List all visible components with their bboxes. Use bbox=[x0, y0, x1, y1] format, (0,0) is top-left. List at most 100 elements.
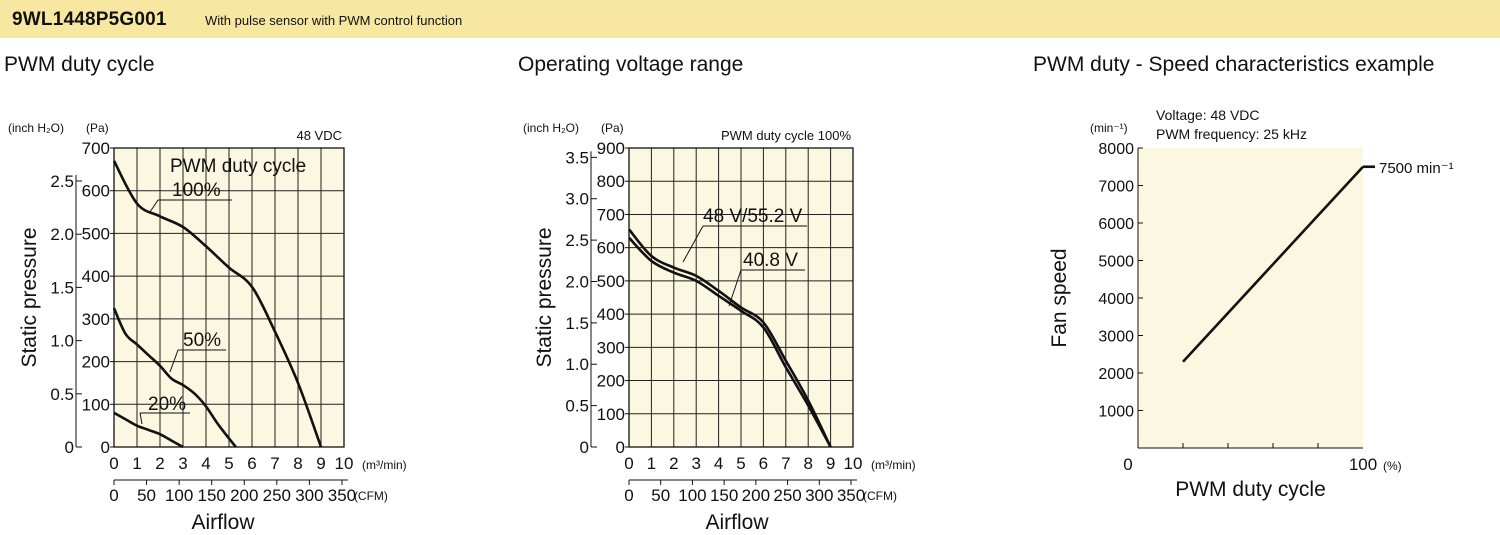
chart3-title: PWM duty - Speed characteristics example bbox=[1033, 53, 1435, 76]
model-number: 9WL1448P5G001 bbox=[12, 9, 167, 30]
chart2-x2-tick-label: 350 bbox=[837, 486, 865, 505]
chart2-x-tick-label: 7 bbox=[781, 454, 790, 473]
chart1-x2-tick-label: 300 bbox=[295, 486, 323, 505]
chart1-y-tick-label: 100 bbox=[82, 395, 110, 414]
chart2-y2-tick-label: 3.5 bbox=[565, 148, 589, 167]
chart1-y2-tick-label: 0 bbox=[65, 438, 74, 457]
chart1-y2-tick-label: 2.0 bbox=[50, 225, 74, 244]
chart2-x-tick-label: 9 bbox=[826, 454, 835, 473]
chart1-leader-line-2 bbox=[169, 349, 179, 373]
chart3-y-tick-label: 4000 bbox=[1098, 291, 1134, 308]
chart1-note: 48 VDC bbox=[296, 128, 342, 143]
chart2-x-axis-label: Airflow bbox=[705, 511, 769, 534]
chart2-x-tick-label: 2 bbox=[669, 454, 678, 473]
chart2-y-tick-label: 400 bbox=[597, 305, 625, 324]
chart2-leader-line-1 bbox=[682, 225, 704, 263]
chart2-x-tick-label: 1 bbox=[647, 454, 656, 473]
chart1-title: PWM duty cycle bbox=[4, 53, 155, 76]
chart2-y-tick-label: 900 bbox=[597, 139, 625, 158]
chart3-y-tick-label: 5000 bbox=[1098, 254, 1134, 271]
chart2-title: Operating voltage range bbox=[518, 53, 744, 76]
chart1-x2-tick-label: 200 bbox=[230, 486, 258, 505]
chart2-x-tick-label: 6 bbox=[759, 454, 768, 473]
chart2-series-line-1 bbox=[627, 228, 832, 448]
chart2-x2-tick-label: 100 bbox=[678, 486, 706, 505]
chart3-y-tick-label: 8000 bbox=[1098, 141, 1134, 158]
chart1-x-tick-label: 3 bbox=[178, 454, 187, 473]
chart1-x-unit: (m³/min) bbox=[362, 458, 407, 472]
chart2-x2-tick-label: 200 bbox=[742, 486, 770, 505]
chart3-pwm-speed: 1000 2000 3000 4000 5000 6000 7000 8000 0 100 (%) (… bbox=[1048, 107, 1454, 501]
chart2-y-axis-label: Static pressure bbox=[533, 227, 556, 367]
chart2-note: PWM duty cycle 100% bbox=[721, 128, 851, 143]
chart2-y-tick-label: 800 bbox=[597, 172, 625, 191]
chart1-x-tick-label: 6 bbox=[247, 454, 256, 473]
chart2-y-tick-label: 600 bbox=[597, 239, 625, 258]
chart1-series-label-2: 50% bbox=[183, 330, 221, 351]
chart1-series-line-1 bbox=[112, 160, 323, 448]
chart1-x-tick-label: 1 bbox=[132, 454, 141, 473]
chart3-y-tick-label: 1000 bbox=[1098, 404, 1134, 421]
chart1-x-tick-label: 4 bbox=[201, 454, 210, 473]
chart1-frame bbox=[113, 147, 345, 448]
chart3-y-axis-label: Fan speed bbox=[1048, 248, 1071, 347]
chart3-y-tick-label: 2000 bbox=[1098, 366, 1134, 383]
chart2-x2-tick-label: 0 bbox=[624, 486, 633, 505]
chart2-series-label-1: 48 V/55.2 V bbox=[703, 206, 803, 227]
chart2-y-tick-label: 700 bbox=[597, 205, 625, 224]
chart2-y2-tick-label: 1.5 bbox=[565, 314, 589, 333]
chart2-y2-tick-label: 1.0 bbox=[565, 355, 589, 374]
chart1-x-tick-label: 7 bbox=[270, 454, 279, 473]
chart2-y-tick-label: 0 bbox=[616, 438, 625, 457]
chart1-y2-tick-label: 1.0 bbox=[50, 332, 74, 351]
chart3-plot-area bbox=[1138, 148, 1363, 448]
chart1-x-tick-label: 9 bbox=[316, 454, 325, 473]
chart3-y-unit: (min⁻¹) bbox=[1090, 121, 1128, 135]
chart2-x2-tick-label: 150 bbox=[710, 486, 738, 505]
chart3-series-line bbox=[1182, 165, 1364, 363]
chart2-y2-tick-label: 2.5 bbox=[565, 231, 589, 250]
chart3-max-speed-label: 7500 min⁻¹ bbox=[1379, 160, 1454, 177]
chart2-x-tick-label: 8 bbox=[803, 454, 812, 473]
chart1-y-tick-label: 200 bbox=[82, 353, 110, 372]
chart2-y-tick-label: 300 bbox=[597, 338, 625, 357]
chart1-y2-tick-label: 1.5 bbox=[50, 278, 74, 297]
chart2-y2-tick-label: 0.5 bbox=[565, 397, 589, 416]
chart2-x-tick-label: 10 bbox=[844, 454, 863, 473]
chart1-y2-tick-label: 2.5 bbox=[50, 172, 74, 191]
chart2-x-tick-label: 0 bbox=[624, 454, 633, 473]
header-banner: 9WL1448P5G001 With pulse sensor with PWM… bbox=[0, 0, 1500, 38]
chart1-y-tick-label: 400 bbox=[82, 267, 110, 286]
chart2-y2-tick-label: 0 bbox=[580, 438, 589, 457]
chart1-y-unit-left: (inch H₂O) bbox=[8, 121, 64, 135]
chart2-y2-tick-label: 2.0 bbox=[565, 272, 589, 291]
chart1-x-tick-label: 8 bbox=[293, 454, 302, 473]
chart2-y-unit-left: (inch H₂O) bbox=[523, 121, 579, 135]
chart1-x-tick-label: 0 bbox=[109, 454, 118, 473]
chart3-annotation-voltage: Voltage: 48 VDC bbox=[1156, 107, 1260, 123]
chart1-x2-tick-label: 350 bbox=[328, 486, 356, 505]
chart3-x-tick-label: 100 bbox=[1349, 455, 1377, 474]
chart1-y-axis-label: Static pressure bbox=[18, 227, 41, 367]
chart2-operating-voltage-range: 0 1 2 3 4 5 6 7 8 9 10 (m³/min)01002003004005006007… bbox=[523, 121, 916, 534]
chart2-y-tick-label: 500 bbox=[597, 272, 625, 291]
chart3-annotation-frequency: PWM frequency: 25 kHz bbox=[1156, 126, 1307, 142]
chart2-x2-unit: (CFM) bbox=[863, 489, 897, 503]
chart1-x-tick-label: 2 bbox=[155, 454, 164, 473]
chart2-x-tick-label: 3 bbox=[691, 454, 700, 473]
chart2-y2-tick-label: 3.0 bbox=[565, 190, 589, 209]
chart2-x-tick-label: 4 bbox=[714, 454, 723, 473]
chart2-x-unit: (m³/min) bbox=[871, 458, 916, 472]
chart1-series-line-3 bbox=[113, 411, 184, 449]
chart2-y-unit-right: (Pa) bbox=[601, 121, 624, 135]
chart1-x2-tick-label: 0 bbox=[109, 486, 118, 505]
chart3-y-tick-label: 3000 bbox=[1098, 329, 1134, 346]
chart1-leader-line-1 bbox=[149, 199, 159, 213]
chart1-y-tick-label: 0 bbox=[101, 438, 110, 457]
chart2-x2-tick-label: 250 bbox=[773, 486, 801, 505]
chart2-x2-tick-label: 300 bbox=[805, 486, 833, 505]
chart3-x-unit: (%) bbox=[1383, 459, 1402, 473]
chart2-y-tick-label: 100 bbox=[597, 405, 625, 424]
chart3-x-axis-label: PWM duty cycle bbox=[1175, 478, 1326, 501]
chart1-series-line-2 bbox=[112, 307, 237, 448]
